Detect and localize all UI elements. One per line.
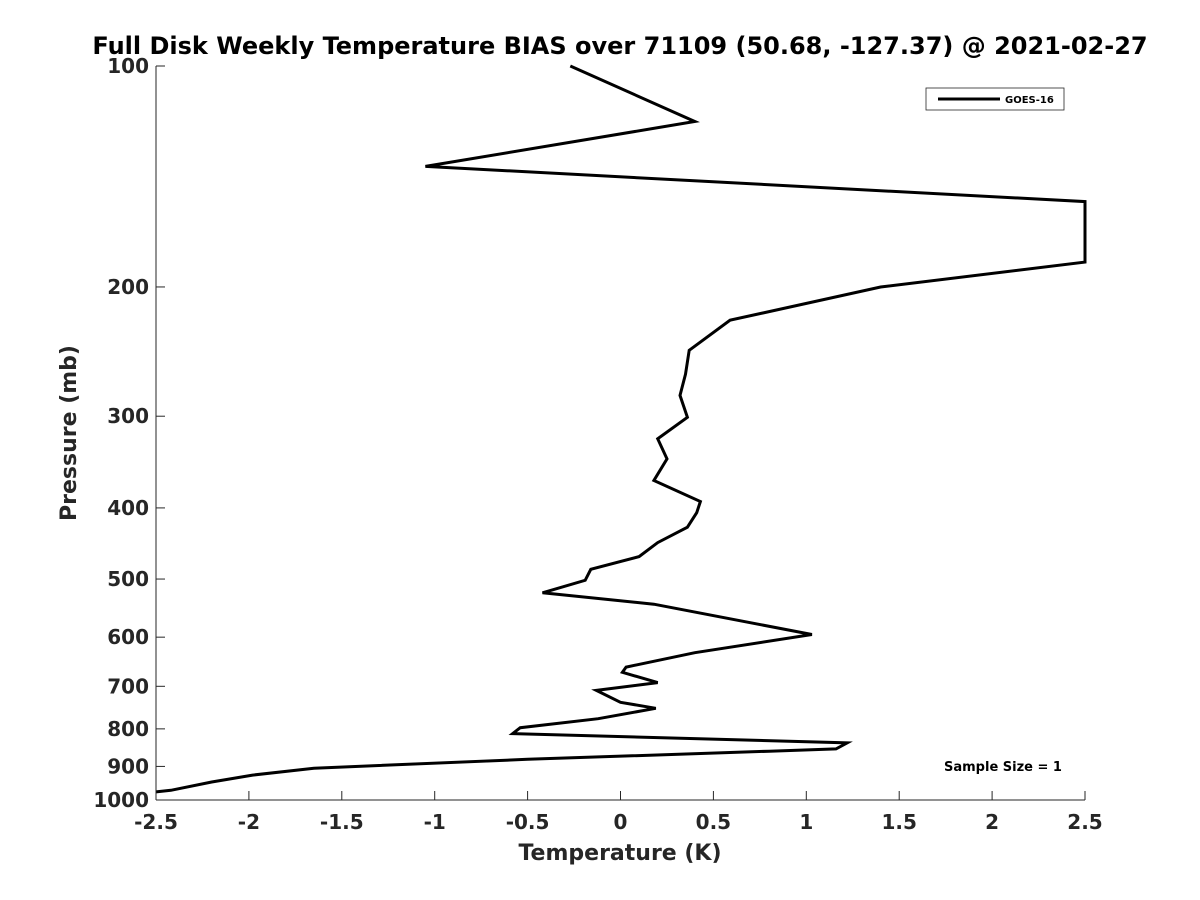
chart-title: Full Disk Weekly Temperature BIAS over 7… xyxy=(92,32,1147,60)
x-tick-label: 1.5 xyxy=(881,810,916,834)
legend: GOES-16 xyxy=(925,87,1065,111)
y-tick-label: 800 xyxy=(107,717,149,741)
x-tick-label: 2 xyxy=(985,810,999,834)
y-tick-label: 900 xyxy=(107,754,149,778)
series-line-goes-16 xyxy=(155,64,1087,794)
y-axis-ticks: 100 200 300 400 500 600 700 800 900 1000 xyxy=(93,54,165,812)
y-tick-label: 200 xyxy=(107,275,149,299)
x-tick-label: 0.5 xyxy=(696,810,731,834)
x-tick-label: 2.5 xyxy=(1067,810,1102,834)
y-tick-label: 300 xyxy=(107,404,149,428)
x-axis-label: Temperature (K) xyxy=(518,841,721,866)
x-axis-ticks: -2.5 -2 -1.5 -1 -0.5 0 0.5 1 1.5 2 2.5 xyxy=(134,791,1103,834)
series-layer xyxy=(155,64,1087,794)
plot-area xyxy=(156,66,1085,800)
y-tick-label: 600 xyxy=(107,625,149,649)
sample-size-annotation: Sample Size = 1 xyxy=(944,760,1062,775)
x-tick-label: -2.5 xyxy=(134,810,178,834)
x-tick-label: -2 xyxy=(238,810,260,834)
x-tick-label: 1 xyxy=(799,810,813,834)
y-tick-label: 100 xyxy=(107,54,149,78)
y-tick-label: 400 xyxy=(107,496,149,520)
x-tick-label: 0 xyxy=(614,810,628,834)
y-tick-label: 700 xyxy=(107,674,149,698)
y-axis-label: Pressure (mb) xyxy=(57,345,82,521)
x-tick-label: -1.5 xyxy=(320,810,364,834)
x-tick-label: -1 xyxy=(424,810,446,834)
y-tick-label: 1000 xyxy=(93,788,149,812)
legend-label: GOES-16 xyxy=(1005,95,1054,106)
x-tick-label: -0.5 xyxy=(506,810,550,834)
y-tick-label: 500 xyxy=(107,567,149,591)
